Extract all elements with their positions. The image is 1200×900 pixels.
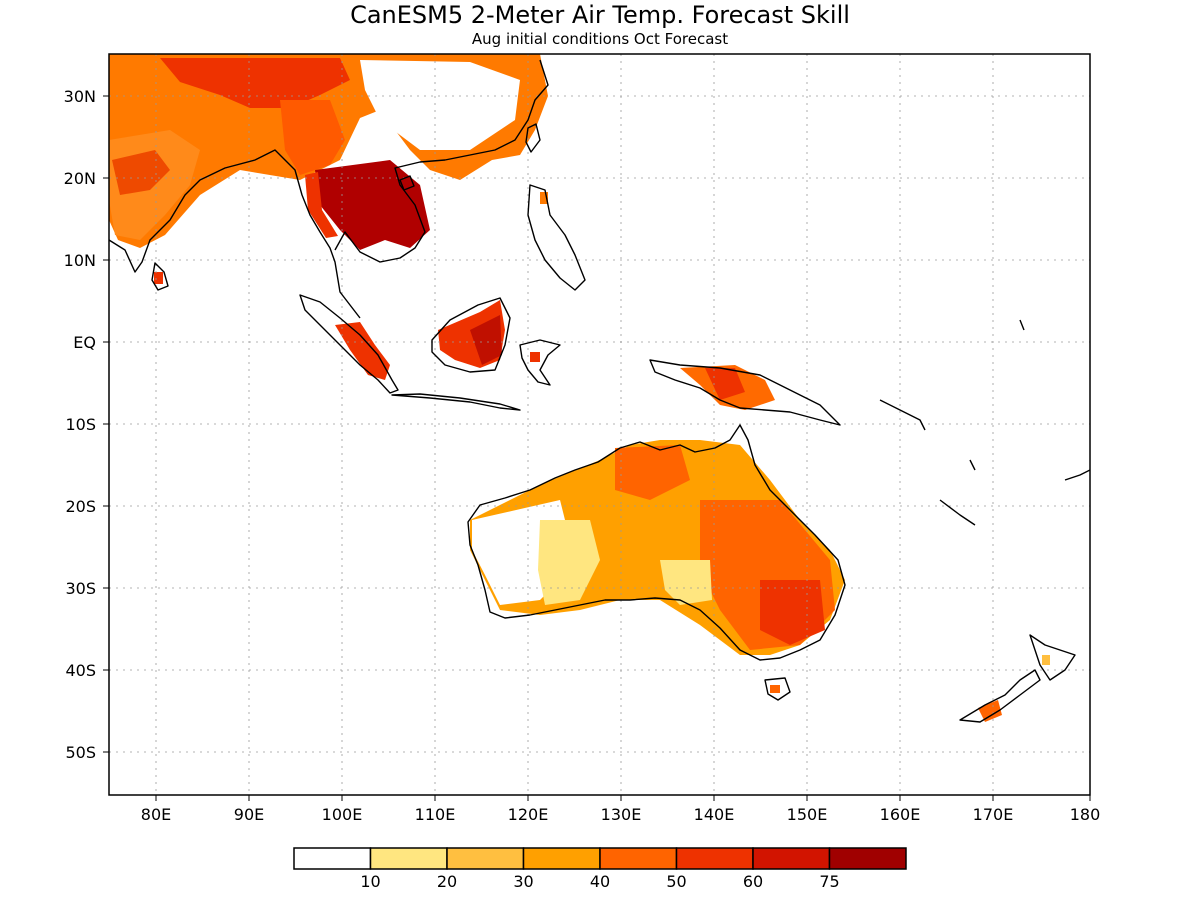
- coast-sumatra: [299, 294, 399, 394]
- shade-india-core: [112, 150, 170, 195]
- lon-label: 170E: [973, 805, 1014, 824]
- coast-nz-north: [1029, 634, 1076, 681]
- lat-label: 10S: [65, 415, 96, 434]
- colorbar-swatch: [599, 847, 678, 870]
- coast-taiwan: [525, 123, 541, 153]
- shade-asia-deep: [160, 58, 350, 108]
- shade-australia-w-yellow: [538, 520, 600, 605]
- shade-australia-n: [615, 445, 690, 500]
- shade-china-pale: [360, 60, 520, 150]
- colorbar-label: 40: [590, 872, 610, 891]
- coast-nz-south: [959, 669, 1041, 723]
- colorbar-label: 75: [819, 872, 839, 891]
- shade-australia-center-pale: [660, 560, 712, 605]
- lat-label: 40S: [65, 661, 96, 680]
- map-title: CanESM5 2-Meter Air Temp. Forecast Skill: [350, 1, 850, 29]
- lat-label: 20N: [64, 169, 96, 188]
- lon-label: 80E: [141, 805, 171, 824]
- colorbar-label: 30: [513, 872, 533, 891]
- colorbar-label: 20: [437, 872, 457, 891]
- map-area: [109, 54, 1090, 795]
- lat-labels: 30N 20N 10N EQ 10S 20S 30S 40S 50S: [64, 87, 96, 762]
- lon-label: 140E: [694, 805, 735, 824]
- colorbar-swatch: [293, 847, 372, 870]
- lon-ticks: [155, 795, 1091, 801]
- lat-label: 20S: [65, 497, 96, 516]
- shade-nz-north: [1042, 655, 1050, 665]
- coast-hainan: [399, 175, 415, 191]
- shade-srilanka: [154, 272, 163, 284]
- colorbar-swatch: [369, 847, 448, 870]
- gridlines: [109, 54, 1090, 795]
- lon-label: 130E: [601, 805, 642, 824]
- lon-label: 150E: [787, 805, 828, 824]
- lat-ticks: [103, 95, 109, 753]
- coast-philippines: [527, 184, 586, 291]
- coast-borneo: [431, 297, 511, 373]
- skill-shading: [109, 54, 1050, 722]
- shade-indochina-rim: [305, 172, 338, 238]
- shade-borneo-core: [470, 315, 502, 365]
- colorbar-swatch: [828, 847, 907, 870]
- coast-australia: [467, 424, 846, 661]
- lon-labels: 80E 90E 100E 110E 120E 130E 140E 150E 16…: [141, 805, 1101, 824]
- coast-tasmania: [764, 677, 791, 701]
- colorbar-swatch: [522, 847, 601, 870]
- coast-sulawesi: [519, 339, 561, 386]
- lon-label: 100E: [322, 805, 363, 824]
- lat-label: EQ: [73, 333, 96, 352]
- coast-java: [391, 393, 521, 411]
- coast-newguinea: [649, 359, 841, 426]
- lon-label: 180: [1070, 805, 1101, 824]
- coastlines: [109, 59, 1090, 723]
- colorbar: 10 20 30 40 50 60 75: [293, 847, 907, 891]
- lon-label: 90E: [234, 805, 264, 824]
- coast-pacific-islands: [879, 319, 1090, 526]
- colorbar-swatch: [752, 847, 831, 870]
- lat-label: 10N: [64, 251, 96, 270]
- shade-sulawesi: [530, 352, 540, 362]
- shade-tasmania: [770, 685, 780, 693]
- colorbar-swatch: [446, 847, 525, 870]
- colorbar-label: 50: [666, 872, 686, 891]
- colorbar-label: 10: [360, 872, 380, 891]
- lat-label: 50S: [65, 743, 96, 762]
- shade-sumatra: [335, 322, 390, 380]
- lon-label: 110E: [415, 805, 456, 824]
- shade-australia-se: [760, 580, 825, 645]
- shade-newguinea-core: [705, 368, 745, 400]
- coast-asia-mainland: [109, 59, 549, 319]
- map-subtitle: Aug initial conditions Oct Forecast: [472, 30, 728, 48]
- shade-burma: [280, 100, 345, 175]
- colorbar-swatch: [675, 847, 754, 870]
- shade-nz: [978, 700, 1002, 722]
- colorbar-label: 60: [743, 872, 763, 891]
- lat-label: 30N: [64, 87, 96, 106]
- lon-label: 120E: [508, 805, 549, 824]
- coast-india-south: [151, 262, 169, 291]
- lon-label: 160E: [880, 805, 921, 824]
- shade-philippines: [540, 192, 548, 204]
- lat-label: 30S: [65, 579, 96, 598]
